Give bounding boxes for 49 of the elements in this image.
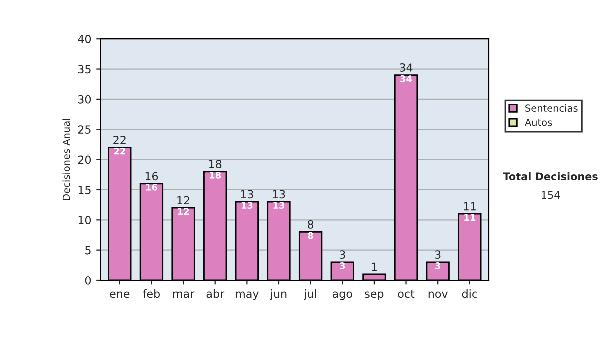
x-tick-label: jul	[304, 290, 316, 300]
total-label: 3	[340, 250, 346, 260]
x-tick-label: nov	[428, 292, 448, 298]
data-label: 12	[178, 208, 190, 215]
legend-label: Sentencias	[526, 104, 578, 112]
y-tick-label: 40	[78, 35, 92, 44]
x-tick-label: ene	[110, 292, 130, 298]
x-tick-label: may	[236, 292, 259, 300]
y-tick-label: 20	[78, 156, 92, 164]
total-label: 34	[400, 64, 413, 72]
y-tick-label: 15	[78, 186, 91, 194]
y-tick-label: 25	[78, 126, 91, 134]
data-label: 13	[242, 202, 253, 210]
total-label: 13	[241, 190, 254, 199]
y-axis-title: Decisiones Anual	[62, 119, 70, 200]
data-label: 34	[400, 75, 412, 82]
total-label: 11	[464, 202, 476, 211]
y-tick-label: 5	[86, 246, 91, 255]
legend-label: Autos	[525, 119, 552, 126]
y-tick-label: 10	[78, 216, 92, 225]
total-label: 22	[114, 136, 126, 144]
text: 154	[542, 191, 560, 200]
total-label: 18	[210, 160, 222, 169]
y-tick-label: 0	[85, 276, 92, 285]
text: Total Decisiones	[503, 172, 598, 180]
data-label: 22	[114, 148, 126, 155]
x-tick-label: feb	[143, 290, 160, 298]
x-tick-label: jun	[270, 290, 287, 300]
x-tick-label: mar	[173, 292, 195, 298]
data-label: 16	[146, 184, 158, 191]
total-label: 8	[308, 220, 314, 229]
x-tick-label: dic	[462, 290, 478, 298]
data-label: 13	[274, 202, 285, 210]
total-label: 13	[273, 190, 286, 199]
y-tick-label: 30	[78, 95, 92, 104]
data-label: 3	[436, 262, 441, 270]
x-tick-label: ago	[332, 292, 352, 300]
data-label: 8	[308, 232, 314, 240]
x-tick-label: oct	[398, 290, 415, 298]
x-tick-label: sep	[365, 292, 384, 300]
y-tick-label: 35	[78, 65, 91, 74]
data-label: 11	[464, 214, 476, 221]
total-label: 1	[372, 262, 377, 271]
data-label: 3	[340, 262, 346, 270]
total-label: 3	[435, 250, 441, 260]
data-label: 18	[210, 172, 222, 179]
total-label: 16	[146, 172, 158, 181]
total-label: 12	[178, 196, 190, 205]
x-tick-label: abr	[206, 290, 225, 298]
